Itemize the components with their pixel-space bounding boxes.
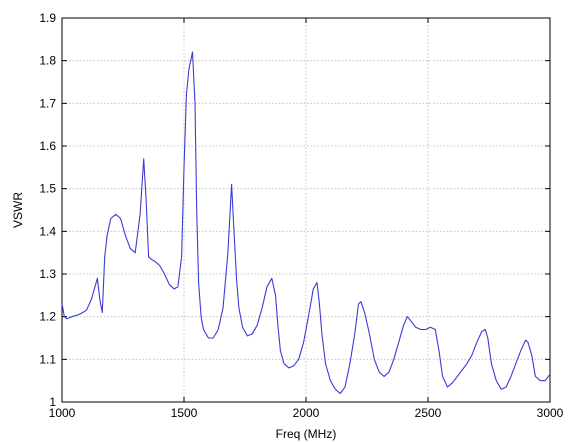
y-tick-label: 1.2 <box>39 310 56 324</box>
axis-ticks <box>61 17 551 403</box>
x-tick-label: 2500 <box>415 406 442 420</box>
x-tick-label: 1000 <box>49 406 76 420</box>
y-tick-label: 1.8 <box>39 54 56 68</box>
y-tick-label: 1.7 <box>39 96 56 110</box>
vswr-series-line <box>61 51 551 395</box>
y-tick-label: 1 <box>49 395 56 409</box>
y-tick-label: 1.3 <box>39 267 56 281</box>
y-tick-label: 1.1 <box>39 352 56 366</box>
tick-labels: 1000 1500 2000 2500 3000 1 1.1 1.2 1.3 1.4 1.5 1.6 1… <box>39 11 563 420</box>
y-tick-label: 1.9 <box>39 11 56 25</box>
y-tick-label: 1.5 <box>39 182 56 196</box>
x-tick-label: 1500 <box>171 406 198 420</box>
y-axis-label: VSWR <box>11 192 25 228</box>
y-tick-label: 1.6 <box>39 139 56 153</box>
x-axis-label: Freq (MHz) <box>276 427 337 441</box>
x-tick-label: 2000 <box>293 406 320 420</box>
x-tick-label: 3000 <box>537 406 564 420</box>
grid-lines <box>62 18 550 402</box>
y-tick-label: 1.4 <box>39 224 56 238</box>
